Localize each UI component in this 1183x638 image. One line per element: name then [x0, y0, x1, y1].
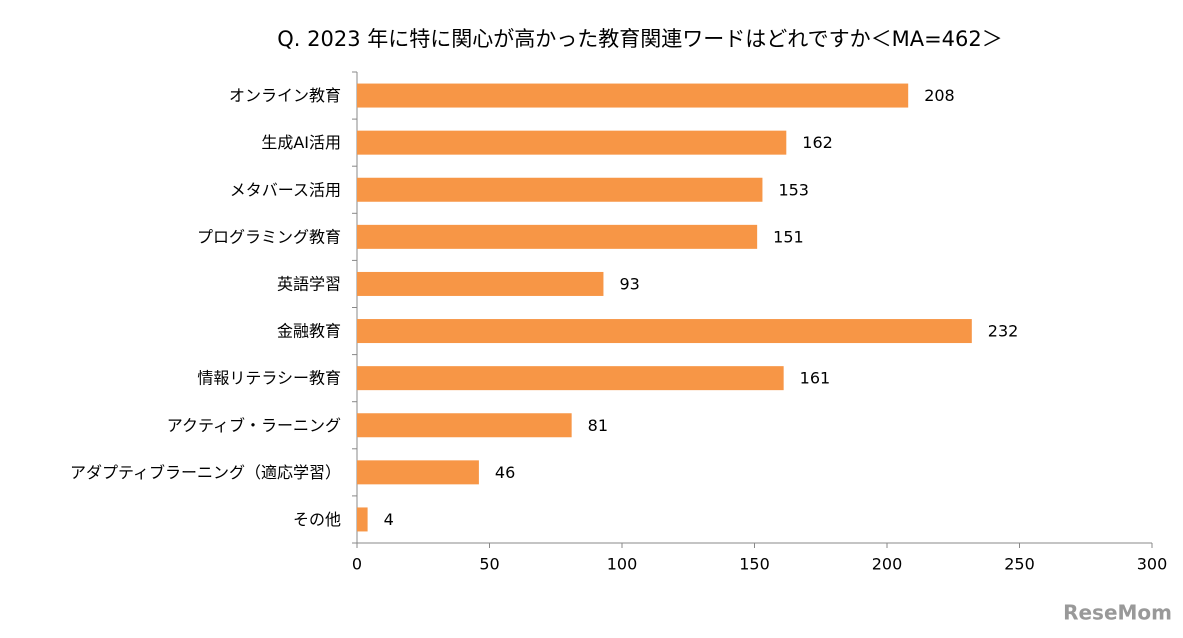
bar — [357, 413, 572, 438]
x-tick-label: 250 — [1004, 555, 1035, 574]
data-label: 161 — [800, 369, 831, 388]
y-tick-label: アクティブ・ラーニング — [167, 416, 341, 435]
data-label: 81 — [588, 416, 608, 435]
data-label: 153 — [778, 180, 809, 199]
x-tick-label: 300 — [1137, 555, 1168, 574]
watermark: ReseMom — [1063, 601, 1172, 625]
data-label: 232 — [988, 322, 1019, 341]
bar — [357, 224, 758, 249]
x-tick-label: 200 — [872, 555, 903, 574]
y-tick-label: 金融教育 — [277, 322, 341, 341]
y-tick-label: プログラミング教育 — [197, 227, 341, 246]
data-label: 151 — [773, 227, 804, 246]
bar — [357, 460, 479, 485]
y-tick-label: 生成AI活用 — [261, 133, 341, 152]
data-label: 4 — [384, 510, 394, 529]
y-tick-label: アダプティブラーニング（適応学習） — [70, 463, 341, 482]
bar — [357, 507, 368, 532]
bar — [357, 319, 972, 344]
y-tick-label: 情報リテラシー教育 — [197, 369, 341, 388]
bar — [357, 271, 604, 296]
y-tick-label: その他 — [293, 510, 341, 529]
y-tick-label: 英語学習 — [277, 274, 341, 293]
x-tick-label: 100 — [607, 555, 638, 574]
y-tick-label: オンライン教育 — [229, 86, 341, 105]
bar — [357, 366, 784, 391]
x-tick-label: 150 — [739, 555, 770, 574]
x-tick-label: 50 — [479, 555, 499, 574]
data-label: 162 — [802, 133, 833, 152]
x-tick-label: 0 — [352, 555, 362, 574]
bar — [357, 83, 909, 108]
data-label: 208 — [924, 86, 955, 105]
data-label: 93 — [619, 274, 639, 293]
data-label: 46 — [495, 463, 515, 482]
bar — [357, 130, 787, 155]
chart-title: Q. 2023 年に特に関心が高かった教育関連ワードはどれですか＜MA=462＞ — [277, 27, 1003, 51]
bar — [357, 177, 763, 202]
y-tick-label: メタバース活用 — [230, 180, 341, 199]
